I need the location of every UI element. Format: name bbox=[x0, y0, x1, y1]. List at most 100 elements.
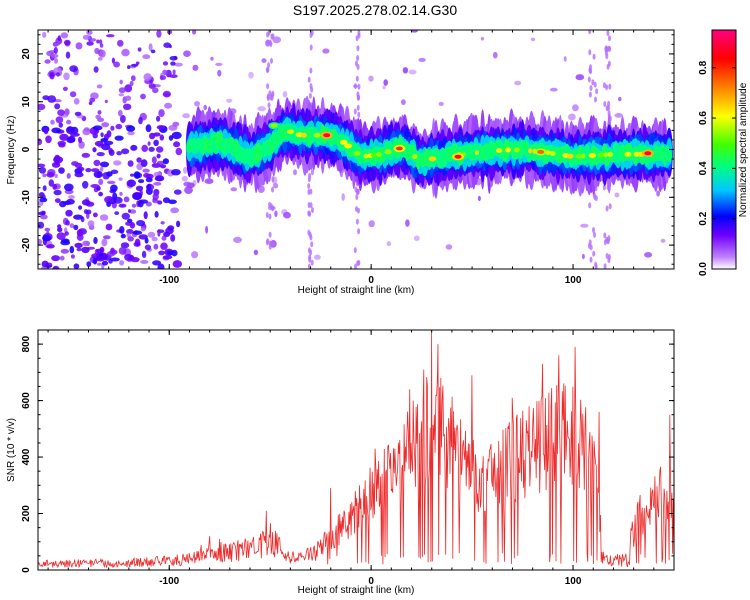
noise-blob bbox=[141, 144, 148, 152]
noise-streak bbox=[595, 88, 599, 95]
noise-streak bbox=[355, 75, 359, 82]
noise-blob bbox=[93, 212, 98, 218]
noise-blob bbox=[618, 96, 622, 102]
noise-blob bbox=[69, 65, 78, 72]
noise-blob bbox=[58, 122, 63, 128]
noise-streak bbox=[594, 261, 598, 268]
ridge-core bbox=[300, 132, 307, 138]
noise-blob bbox=[118, 203, 127, 208]
noise-blob bbox=[96, 262, 102, 266]
noise-blob bbox=[614, 113, 623, 118]
noise-blob bbox=[98, 191, 103, 197]
noise-blob bbox=[145, 124, 152, 133]
noise-blob bbox=[176, 220, 181, 228]
x-tick-label: 100 bbox=[565, 576, 582, 587]
noise-blob bbox=[125, 95, 132, 101]
noise-blob bbox=[153, 182, 162, 186]
noise-streak bbox=[588, 91, 592, 98]
noise-blob bbox=[49, 72, 55, 80]
noise-streak bbox=[356, 64, 360, 70]
noise-streak bbox=[270, 94, 274, 101]
y-tick-label: 10 bbox=[21, 96, 32, 108]
noise-blob bbox=[65, 209, 73, 217]
noise-streak bbox=[268, 201, 272, 208]
noise-blob bbox=[273, 182, 279, 189]
noise-blob bbox=[514, 80, 522, 86]
noise-blob bbox=[96, 39, 100, 44]
ridge-core bbox=[607, 152, 614, 157]
noise-blob bbox=[492, 51, 498, 59]
noise-blob bbox=[121, 212, 130, 220]
ridge-core bbox=[353, 150, 361, 156]
noise-blob bbox=[156, 153, 161, 159]
x-tick-label: 100 bbox=[565, 275, 582, 286]
noise-blob bbox=[39, 197, 48, 203]
noise-streak bbox=[308, 172, 312, 179]
noise-streak bbox=[310, 169, 314, 176]
noise-streak bbox=[356, 55, 360, 61]
noise-blob bbox=[73, 263, 80, 269]
ridge-peak bbox=[270, 123, 278, 128]
snr-frame bbox=[37, 329, 675, 571]
noise-blob bbox=[76, 229, 83, 237]
noise-blob bbox=[99, 39, 103, 45]
noise-blob bbox=[97, 110, 102, 115]
noise-blob bbox=[66, 173, 71, 179]
noise-blob bbox=[94, 140, 104, 147]
noise-blob bbox=[215, 62, 223, 66]
noise-blob bbox=[56, 42, 60, 46]
noise-blob bbox=[101, 238, 108, 247]
noise-blob bbox=[127, 160, 134, 167]
noise-streak bbox=[309, 44, 313, 51]
noise-streak bbox=[310, 259, 314, 266]
noise-blob bbox=[99, 161, 110, 168]
noise-blob bbox=[148, 43, 153, 51]
noise-blob bbox=[96, 152, 105, 157]
noise-streak bbox=[593, 231, 596, 238]
noise-streak bbox=[266, 95, 270, 102]
colorbar-tick-label: 0.6 bbox=[698, 111, 709, 125]
noise-blob bbox=[86, 209, 92, 215]
noise-blob bbox=[162, 61, 169, 66]
noise-streak bbox=[308, 210, 312, 217]
noise-blob bbox=[418, 57, 426, 62]
noise-streak bbox=[353, 247, 357, 254]
noise-streak bbox=[605, 236, 609, 243]
noise-blob bbox=[274, 210, 278, 218]
noise-streak bbox=[605, 84, 609, 91]
noise-blob bbox=[92, 257, 98, 265]
spectrogram-ridge bbox=[185, 95, 673, 199]
noise-blob bbox=[112, 192, 118, 200]
noise-blob bbox=[410, 30, 419, 33]
y-tick-label: 20 bbox=[21, 48, 32, 60]
noise-blob bbox=[134, 238, 141, 247]
noise-blob bbox=[210, 56, 214, 61]
snr-ylabel: SNR (10 * v/v) bbox=[6, 418, 17, 482]
noise-blob bbox=[136, 220, 146, 227]
noise-blob bbox=[166, 250, 174, 255]
snr-panel: -100 0 100 0 200 400 600 800 Height of straight… bbox=[6, 329, 675, 596]
noise-blob bbox=[253, 249, 259, 255]
noise-blob bbox=[53, 189, 62, 196]
noise-blob bbox=[64, 231, 69, 236]
noise-blob bbox=[162, 158, 169, 165]
noise-streak bbox=[588, 49, 592, 56]
y-tick-label: 0 bbox=[21, 146, 32, 152]
noise-blob bbox=[148, 146, 155, 152]
noise-streak bbox=[589, 256, 593, 263]
noise-blob bbox=[118, 247, 127, 255]
noise-blob bbox=[130, 144, 138, 151]
noise-blob bbox=[162, 197, 171, 204]
noise-blob bbox=[148, 83, 156, 89]
noise-blob bbox=[82, 34, 91, 40]
noise-blob bbox=[38, 211, 46, 216]
noise-blob bbox=[115, 123, 123, 130]
ridge-peak bbox=[537, 149, 545, 154]
noise-blob bbox=[154, 211, 159, 218]
noise-blob bbox=[57, 227, 63, 233]
noise-blob bbox=[140, 227, 146, 232]
noise-blob bbox=[170, 234, 176, 242]
noise-blob bbox=[152, 193, 159, 200]
